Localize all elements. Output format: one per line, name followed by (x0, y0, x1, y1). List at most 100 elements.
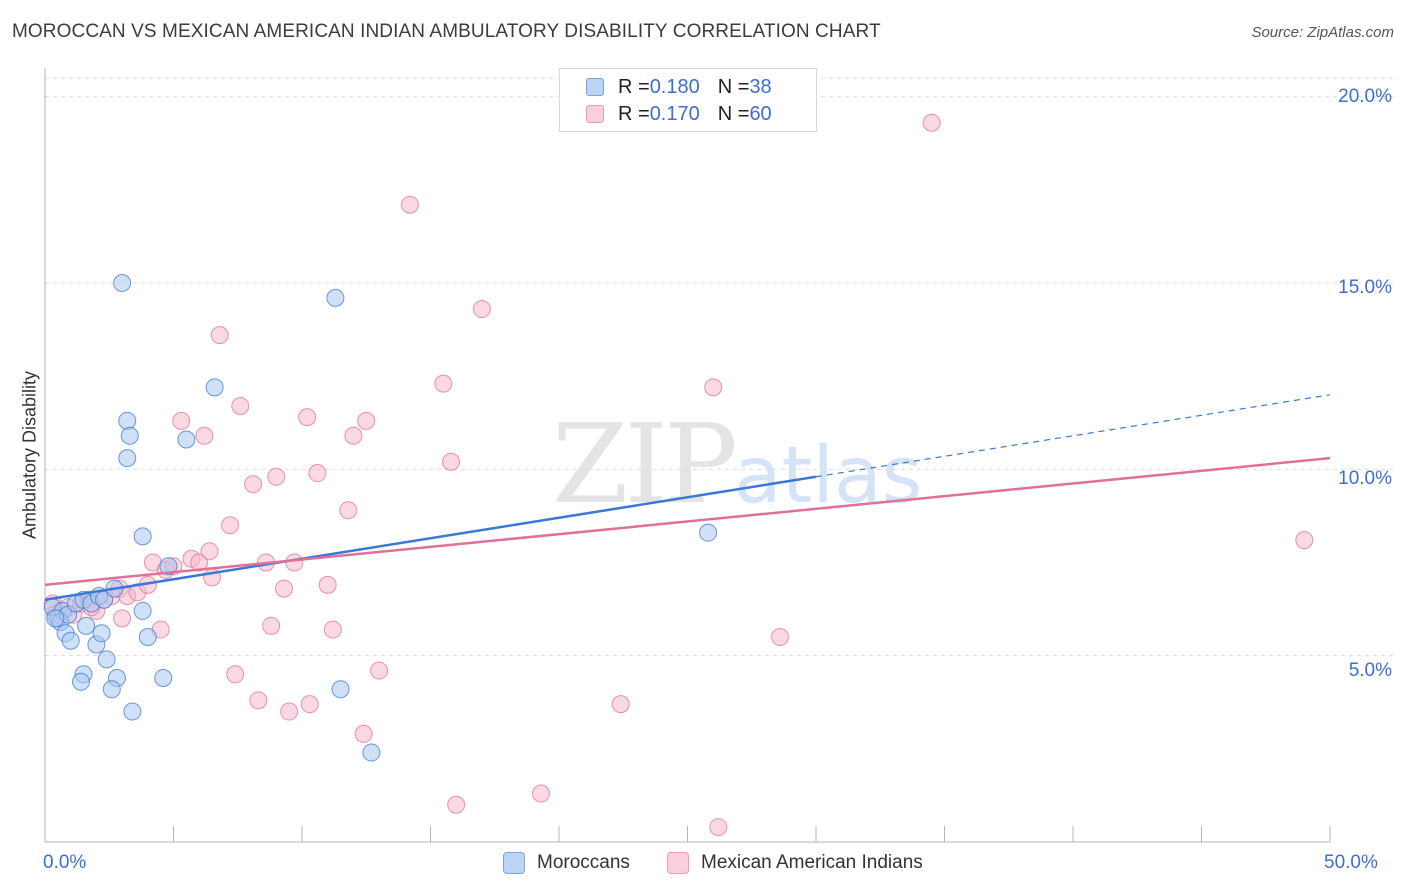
mexican-american-indians-points (43, 113, 1314, 837)
legend-moroccans-label: Moroccans (537, 852, 630, 873)
moroccans-swatch (586, 78, 604, 96)
watermark-atlas: atlas (733, 431, 923, 521)
mexican-american-indians-point (244, 475, 263, 494)
mexican-american-indians-point (434, 374, 453, 393)
r-label: R = (618, 102, 650, 125)
y-axis-label: Ambulatory Disability (19, 370, 40, 540)
mexican-american-indians-point (226, 665, 245, 684)
n-label: N = (717, 75, 750, 98)
mexican-american-indians-point (113, 609, 132, 628)
moroccans-point (118, 449, 137, 468)
moroccans-point (177, 430, 196, 449)
mexican-american-indians-trend-line (44, 456, 1331, 587)
moroccans-trend-line (44, 475, 817, 601)
moroccans-point (120, 426, 139, 445)
source-label: Source: ZipAtlas.com (1251, 24, 1394, 41)
mexican-american-indians-point (472, 300, 491, 319)
moroccans-point (71, 672, 90, 691)
moroccans-point (326, 288, 345, 307)
moroccans-point (133, 601, 152, 620)
moroccans-point (205, 378, 224, 397)
x-tick-max: 50.0% (1324, 852, 1378, 873)
mexican-american-indians-point (249, 691, 268, 710)
legend-item-mexican-american-indians: Mexican American Indians (667, 852, 923, 874)
moroccans-point (699, 523, 718, 542)
mexican-american-indians-point (280, 702, 299, 721)
n-value: 60 (749, 102, 772, 125)
moroccans-point (133, 527, 152, 546)
mexican-american-indians-point (308, 464, 327, 483)
moroccans-point (331, 680, 350, 699)
legend-mexican-american-indians-swatch (667, 852, 689, 874)
mexican-american-indians-point (532, 784, 551, 803)
legend-item-moroccans: Moroccans (503, 852, 630, 874)
mexican-american-indians-point (210, 326, 229, 345)
stats-legend-row-mexican-american-indians: R = 0.170 N = 60 (586, 102, 772, 126)
moroccans-point (97, 650, 116, 669)
moroccans-point (159, 557, 178, 576)
mexican-american-indians-point (1295, 531, 1314, 550)
mexican-american-indians-point (323, 620, 342, 639)
mexican-american-indians-point (400, 195, 419, 214)
mexican-american-indians-point (771, 628, 790, 647)
moroccans-trend-extension (815, 394, 1331, 478)
moroccans-point (77, 616, 96, 635)
mexican-american-indians-point (611, 695, 630, 714)
y-tick-5: 5.0% (1348, 660, 1392, 681)
stats-legend: R = 0.180 N = 38 R = 0.170 N = 60 (559, 68, 817, 132)
moroccans-point (138, 628, 157, 647)
moroccans-point (118, 411, 137, 430)
moroccans-point (113, 273, 132, 292)
moroccans-point (362, 743, 381, 762)
mexican-american-indians-point (195, 426, 214, 445)
mexican-american-indians-point (447, 795, 466, 814)
mexican-american-indians-point (172, 411, 191, 430)
mexican-american-indians-point (354, 724, 373, 743)
mexican-american-indians-point (200, 542, 219, 561)
n-value: 38 (749, 75, 772, 98)
mexican-american-indians-point (318, 575, 337, 594)
mexican-american-indians-point (190, 553, 209, 572)
n-label: N = (717, 102, 750, 125)
r-value: 0.170 (649, 102, 700, 125)
mexican-american-indians-point (300, 695, 319, 714)
moroccans-point (61, 631, 80, 650)
moroccans-point (123, 702, 142, 721)
moroccans-point (154, 669, 173, 688)
watermark-zip: ZIP (552, 400, 738, 528)
mexican-american-indians-point (442, 452, 461, 471)
mexican-american-indians-point (285, 553, 304, 572)
gridlines (45, 77, 1395, 657)
mexican-american-indians-point (370, 661, 389, 680)
moroccans-point (92, 624, 111, 643)
chart-title: MOROCCAN VS MEXICAN AMERICAN INDIAN AMBU… (12, 21, 881, 42)
moroccans-points (43, 273, 718, 762)
mexican-american-indians-point (298, 408, 317, 427)
mexican-american-indians-point (262, 616, 281, 635)
legend-mexican-american-indians-label: Mexican American Indians (701, 852, 923, 873)
axes (44, 68, 1331, 843)
mexican-american-indians-point (922, 113, 941, 132)
stats-legend-row-moroccans: R = 0.180 N = 38 (586, 75, 772, 99)
mexican-american-indians-point (275, 579, 294, 598)
mexican-american-indians-point (709, 818, 728, 837)
mexican-american-indians-swatch (586, 105, 604, 123)
mexican-american-indians-point (704, 378, 723, 397)
mexican-american-indians-point (344, 426, 363, 445)
y-tick-15: 15.0% (1338, 277, 1392, 298)
x-tick-min: 0.0% (43, 852, 87, 873)
mexican-american-indians-point (221, 516, 240, 535)
mexican-american-indians-point (267, 467, 286, 486)
y-tick-10: 10.0% (1338, 468, 1392, 489)
trend-lines (44, 394, 1331, 601)
moroccans-point (46, 609, 65, 628)
r-label: R = (618, 75, 650, 98)
y-tick-20: 20.0% (1338, 86, 1392, 107)
moroccans-point (102, 680, 121, 699)
mexican-american-indians-point (231, 396, 250, 415)
mexican-american-indians-point (357, 411, 376, 430)
r-value: 0.180 (649, 75, 700, 98)
watermark: ZIPatlas (552, 400, 922, 528)
mexican-american-indians-point (339, 501, 358, 520)
